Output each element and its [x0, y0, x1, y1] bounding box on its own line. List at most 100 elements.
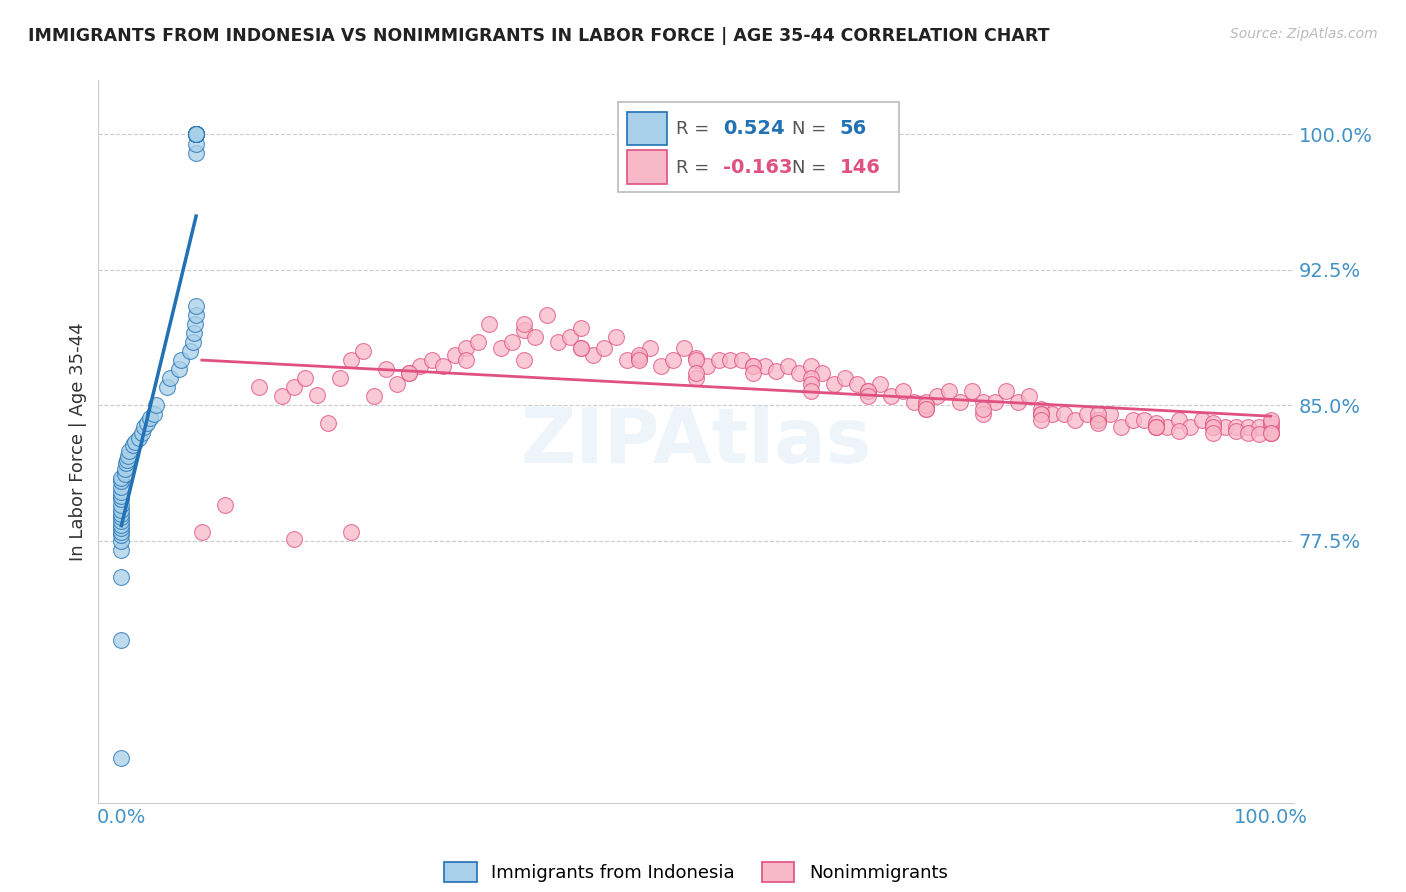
Point	[191, 524, 214, 539]
Point	[1202, 420, 1225, 434]
Point	[1076, 408, 1098, 422]
Point	[110, 510, 132, 524]
Point	[547, 335, 569, 350]
Point	[420, 353, 443, 368]
Point	[1007, 394, 1029, 409]
Point	[776, 359, 799, 373]
Point	[685, 351, 707, 366]
Point	[110, 533, 132, 548]
Point	[184, 128, 207, 142]
Point	[605, 330, 627, 344]
Point	[972, 402, 994, 417]
Point	[927, 389, 949, 403]
Point	[1098, 408, 1121, 422]
Point	[754, 359, 776, 373]
Point	[139, 411, 162, 425]
Point	[581, 348, 603, 362]
Point	[627, 348, 650, 362]
Point	[184, 128, 207, 142]
Point	[352, 344, 374, 359]
Point	[110, 750, 132, 764]
Point	[558, 330, 581, 344]
Point	[167, 362, 190, 376]
Point	[316, 417, 339, 431]
Point	[1178, 420, 1201, 434]
Point	[1144, 420, 1167, 434]
Point	[742, 359, 765, 373]
Point	[1029, 408, 1052, 422]
Point	[110, 507, 132, 521]
Point	[789, 366, 811, 380]
Text: R =: R =	[676, 159, 714, 177]
Point	[949, 394, 972, 409]
Point	[1029, 413, 1052, 427]
Point	[1087, 417, 1109, 431]
Point	[1029, 402, 1052, 417]
Text: N =: N =	[792, 159, 831, 177]
Point	[1247, 427, 1270, 442]
Point	[1260, 420, 1282, 434]
Point	[432, 359, 454, 373]
Point	[110, 528, 132, 542]
Point	[1029, 408, 1052, 422]
Point	[1202, 417, 1225, 431]
Point	[117, 449, 139, 463]
Text: 0.524: 0.524	[724, 120, 785, 138]
Point	[110, 514, 132, 528]
Text: 146: 146	[839, 158, 880, 178]
Text: -0.163: -0.163	[724, 158, 793, 178]
Point	[569, 320, 592, 334]
Point	[122, 438, 145, 452]
Point	[742, 366, 765, 380]
Point	[1167, 413, 1189, 427]
Point	[184, 128, 207, 142]
Point	[110, 633, 132, 648]
Point	[742, 359, 765, 373]
Point	[110, 485, 132, 500]
Point	[170, 353, 193, 368]
Point	[305, 387, 328, 401]
Point	[110, 498, 132, 512]
Point	[1260, 417, 1282, 431]
Point	[1144, 420, 1167, 434]
Point	[845, 376, 868, 391]
Point	[271, 389, 294, 403]
Point	[184, 128, 207, 142]
Point	[880, 389, 903, 403]
Point	[115, 452, 138, 467]
Point	[110, 542, 132, 557]
Point	[131, 425, 153, 440]
Point	[478, 317, 501, 331]
Point	[456, 341, 478, 355]
Point	[638, 341, 661, 355]
Point	[134, 420, 156, 434]
Point	[685, 366, 707, 380]
Point	[512, 317, 534, 331]
Point	[183, 326, 205, 340]
Point	[995, 384, 1018, 398]
Point	[184, 308, 207, 322]
Point	[110, 492, 132, 507]
Point	[627, 351, 650, 366]
Point	[124, 434, 146, 449]
Point	[1040, 408, 1063, 422]
Point	[765, 364, 787, 378]
Point	[891, 384, 914, 398]
Point	[1202, 420, 1225, 434]
Point	[914, 398, 936, 412]
Point	[110, 503, 132, 517]
Point	[142, 408, 165, 422]
Point	[1133, 413, 1156, 427]
Point	[1018, 389, 1040, 403]
Point	[1144, 417, 1167, 431]
Point	[184, 128, 207, 142]
Point	[1144, 420, 1167, 434]
Point	[569, 341, 592, 355]
Point	[1260, 413, 1282, 427]
Point	[184, 128, 207, 142]
Point	[823, 376, 845, 391]
Text: R =: R =	[676, 120, 714, 137]
Point	[114, 461, 136, 475]
Point	[707, 353, 730, 368]
Point	[1236, 425, 1258, 440]
